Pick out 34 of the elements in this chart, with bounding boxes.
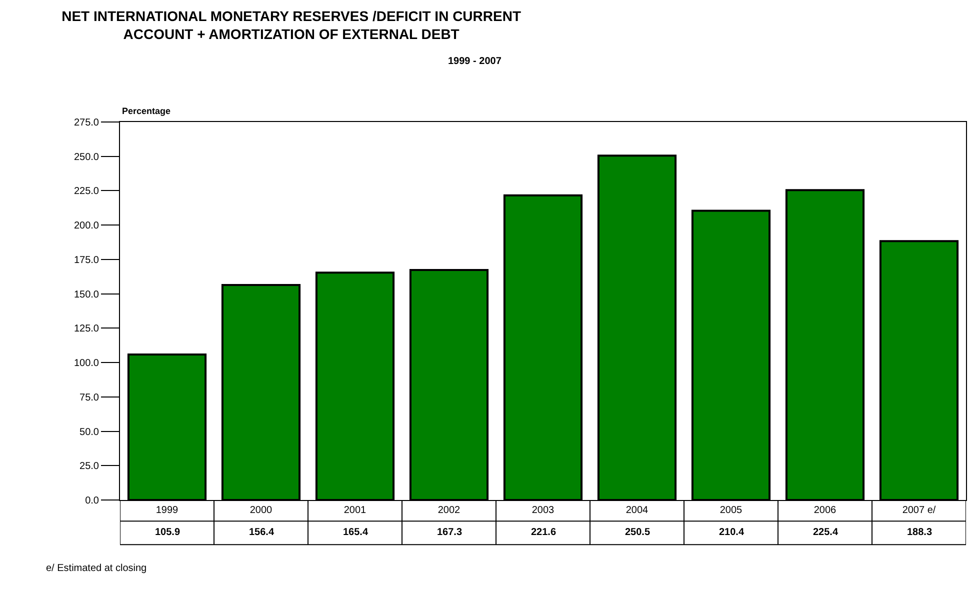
data-label: 188.3: [907, 527, 932, 538]
chart-title: NET INTERNATIONAL MONETARY RESERVES /DEFICIT IN CURRENT ACCOUNT + AMORTIZATION OF EXTERNAL DEBT: [62, 8, 522, 42]
y-tick-label: 150.0: [74, 289, 100, 300]
y-tick-label: 250.0: [74, 152, 100, 163]
y-tick-label: 125.0: [74, 324, 100, 335]
y-tick-label: 200.0: [74, 220, 100, 232]
data-label: 167.3: [437, 527, 462, 538]
data-label: 156.4: [249, 527, 274, 538]
data-label: 225.4: [813, 527, 838, 538]
x-tick-label: 2000: [250, 505, 273, 516]
y-tick-label: 50.0: [80, 426, 100, 438]
x-tick-label: 2003: [532, 505, 555, 516]
y-tick-label: 25.0: [80, 461, 100, 472]
x-tick-label: 2004: [626, 505, 649, 516]
x-tick-label: 1999: [156, 505, 179, 516]
x-tick-label: 2002: [438, 505, 461, 516]
y-tick-label: 100.0: [74, 358, 100, 370]
data-label: 221.6: [531, 527, 556, 538]
y-tick-label: 75.0: [80, 392, 100, 404]
data-label: 250.5: [625, 527, 650, 538]
data-label: 105.9: [155, 527, 180, 538]
y-tick-label: 225.0: [74, 186, 100, 198]
y-tick-label: 0.0: [85, 496, 100, 506]
y-tick-label: 175.0: [74, 254, 100, 266]
x-tick-label: 2007 e/: [902, 505, 936, 516]
data-label: 210.4: [719, 527, 744, 538]
x-tick-label: 2006: [814, 505, 837, 516]
text: e/ Estimated at closing: [46, 563, 147, 574]
y-axis-title: Percentage: [122, 106, 171, 116]
y-tick-label: 275.0: [74, 118, 100, 128]
data-label: 165.4: [343, 527, 368, 538]
chart-subtitle: 1999 - 2007: [448, 56, 502, 67]
x-tick-label: 2005: [720, 505, 743, 516]
x-tick-label: 2001: [344, 505, 367, 516]
